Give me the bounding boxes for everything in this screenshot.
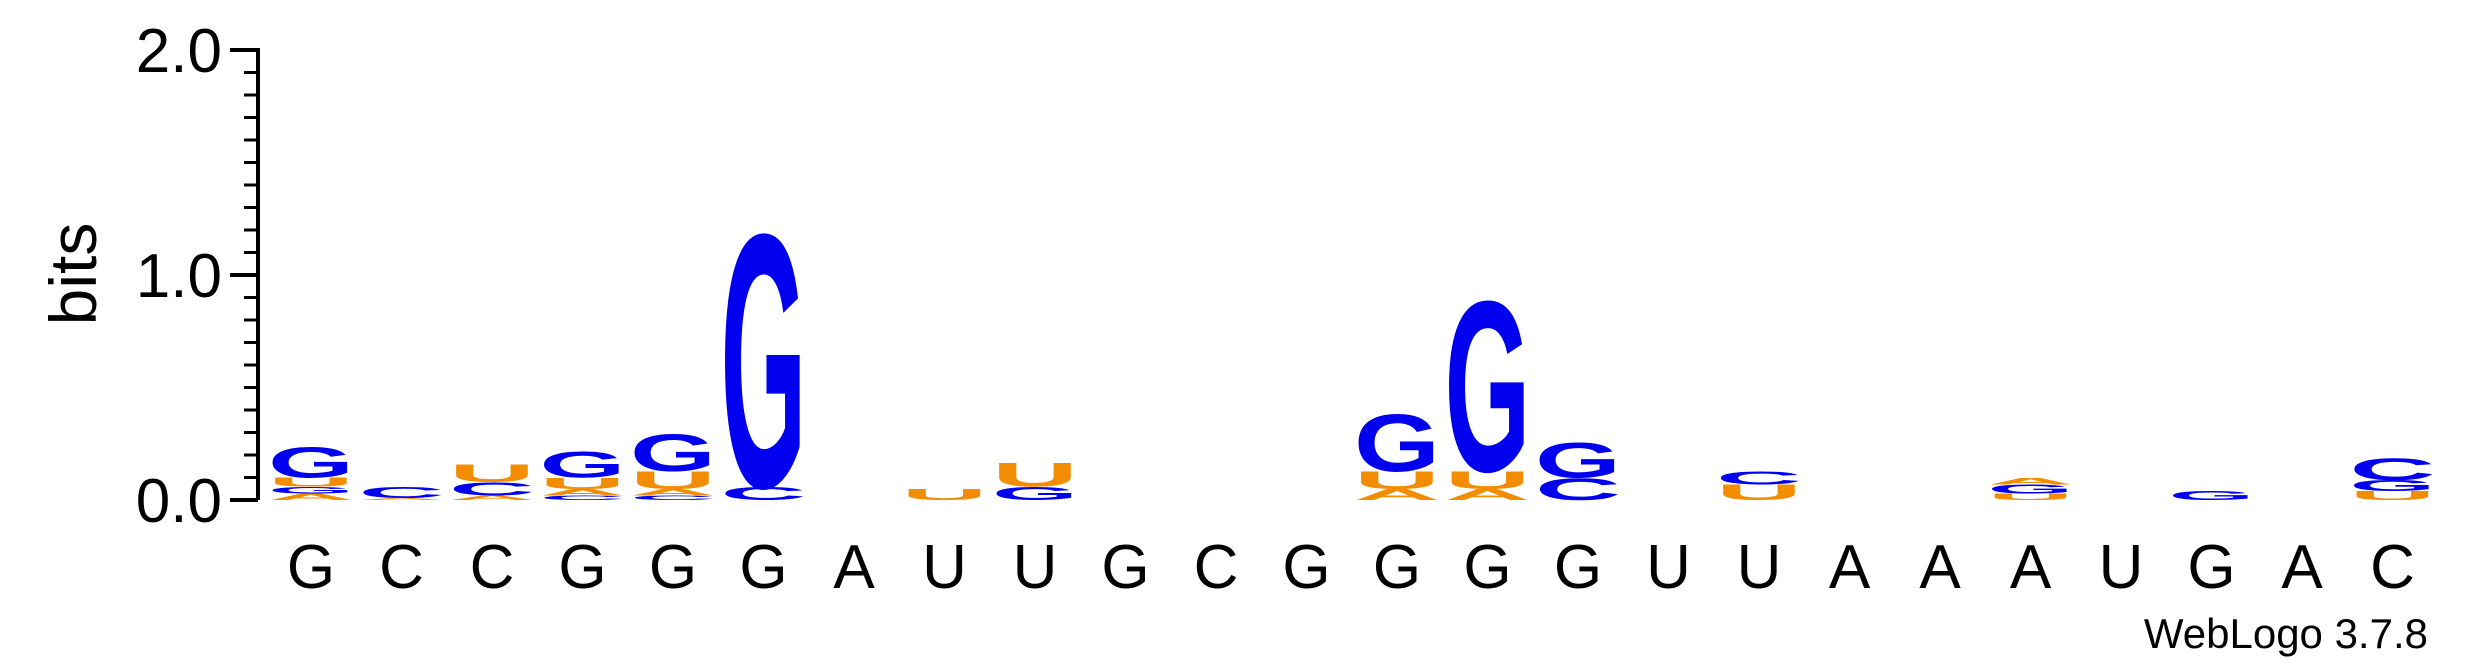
logo-letter-c: C xyxy=(1716,468,1802,489)
x-tick-label: A xyxy=(2281,533,2323,602)
x-tick-label: G xyxy=(287,533,335,602)
logo-letter-g: G xyxy=(1354,397,1440,488)
logo-letter-g: G xyxy=(1535,433,1621,489)
logo-letter-u: U xyxy=(1988,492,2074,502)
x-tick-label: U xyxy=(922,533,967,602)
logo-letter-u: U xyxy=(992,456,1078,494)
x-tick-label: A xyxy=(1829,533,1871,602)
x-tick-label: G xyxy=(1282,533,1330,602)
logo-letter-g: G xyxy=(630,423,716,482)
logo-letter-u: U xyxy=(1716,480,1802,505)
x-tick-label: C xyxy=(1194,533,1239,602)
logo-letter-c: C xyxy=(721,483,807,504)
x-tick-label: U xyxy=(1646,533,1691,602)
x-tick-label: U xyxy=(2099,533,2144,602)
x-tick-label: A xyxy=(1919,533,1961,602)
x-tick-label: G xyxy=(1554,533,1602,602)
weblogo-credit: WebLogo 3.7.8 xyxy=(2144,610,2428,657)
logo-letter-a: A xyxy=(359,497,445,500)
logo-letter-c: C xyxy=(1535,472,1621,507)
logo-letter-a: A xyxy=(1445,486,1531,503)
logo-letter-g: G xyxy=(540,444,626,486)
y-tick-label: 0.0 xyxy=(136,467,222,536)
logo-letter-u: U xyxy=(902,486,988,503)
logo-letter-c: C xyxy=(2350,452,2436,487)
x-tick-label: G xyxy=(1373,533,1421,602)
y-tick-label: 2.0 xyxy=(136,17,222,86)
logo-letter-u: U xyxy=(268,475,354,489)
logo-letter-g: G xyxy=(2169,489,2255,503)
logo-letter-a: A xyxy=(1354,486,1440,503)
x-tick-label: G xyxy=(2187,533,2235,602)
logo-letter-g: G xyxy=(1445,252,1531,524)
logo-letter-g: G xyxy=(268,485,354,496)
logo-letter-u: U xyxy=(540,475,626,492)
logo-letter-c: C xyxy=(359,484,445,501)
x-tick-label: C xyxy=(2370,533,2415,602)
y-tick-label: 1.0 xyxy=(136,242,222,311)
logo-letter-u: U xyxy=(449,460,535,488)
x-tick-label: U xyxy=(1013,533,1058,602)
logo-letter-g: G xyxy=(721,158,807,564)
logo-letter-u: U xyxy=(2350,489,2436,503)
x-tick-label: C xyxy=(379,533,424,602)
logo-letter-u: U xyxy=(1354,466,1440,494)
x-tick-label: G xyxy=(649,533,697,602)
y-axis-label: bits xyxy=(36,223,110,326)
logo-letter-a: A xyxy=(540,487,626,497)
x-tick-label: G xyxy=(739,533,787,602)
logo-letter-g: G xyxy=(268,438,354,487)
y-ticks: 0.0 1.0 2.0 xyxy=(136,17,258,536)
x-tick-label: A xyxy=(833,533,875,602)
logo-letter-g: G xyxy=(1988,482,2074,496)
logo-letter-c: C xyxy=(449,479,535,500)
logo-letter-a: A xyxy=(630,487,716,497)
logo-letter-c: C xyxy=(630,494,716,501)
x-tick-label: U xyxy=(1737,533,1782,602)
logo-letter-u: U xyxy=(1445,466,1531,494)
x-tick-label: G xyxy=(1101,533,1149,602)
logo-letter-a: A xyxy=(449,494,535,501)
logo-letter-a: A xyxy=(268,492,354,502)
x-tick-label: C xyxy=(470,533,515,602)
logo-letter-a: A xyxy=(1988,476,2074,486)
x-tick-label: A xyxy=(2010,533,2052,602)
logo-letter-u: U xyxy=(630,466,716,494)
x-tick-label: G xyxy=(1463,533,1511,602)
logo-letter-c: C xyxy=(540,494,626,501)
logo-letter-g: G xyxy=(2350,477,2436,494)
logo-letter-g: G xyxy=(992,483,1078,504)
x-tick-label: G xyxy=(558,533,606,602)
